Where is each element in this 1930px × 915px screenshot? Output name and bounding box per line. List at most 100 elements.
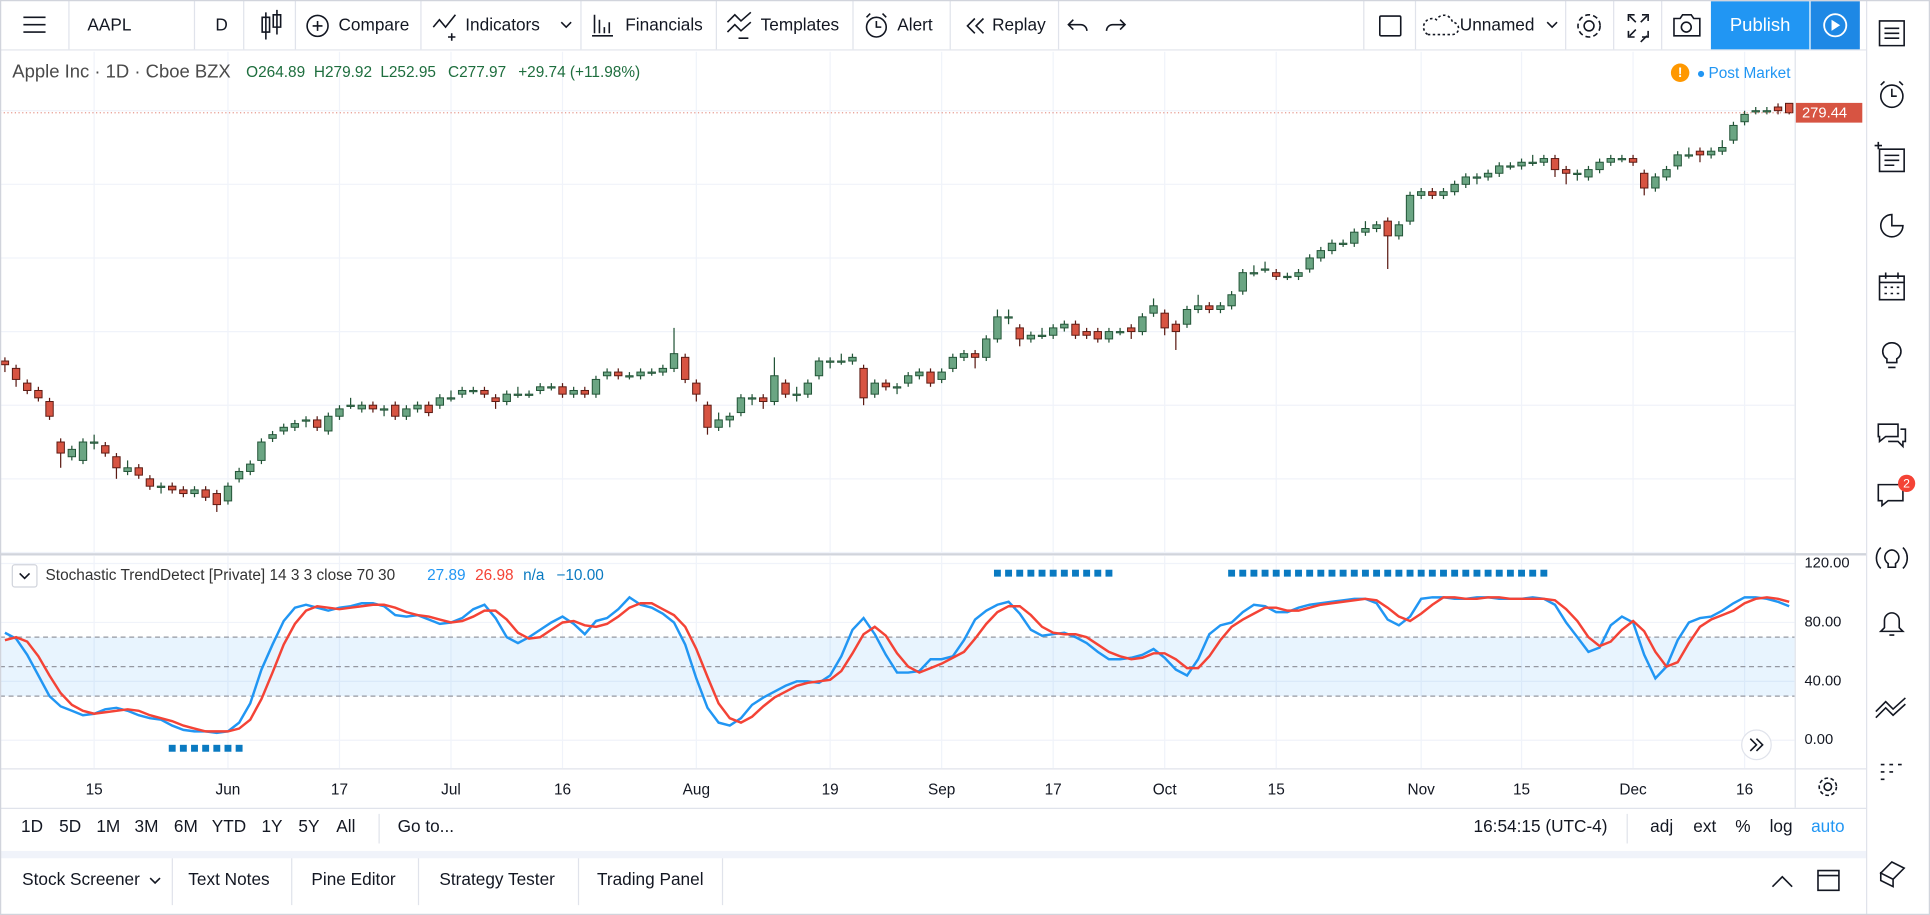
toolbar-item[interactable]: Replay — [992, 14, 1046, 34]
scale-option[interactable]: ext — [1693, 816, 1716, 836]
collapse-button[interactable] — [11, 564, 38, 588]
candle-body — [301, 419, 311, 422]
signal-marker — [1518, 569, 1525, 577]
candle-body — [1695, 150, 1705, 156]
signal-marker — [235, 744, 243, 752]
candle-body — [803, 382, 813, 395]
candle-body — [257, 441, 266, 461]
candle-body — [1316, 250, 1326, 259]
compare-icon[interactable] — [306, 14, 329, 38]
range-button[interactable]: 1Y — [261, 816, 283, 836]
trend-icon[interactable] — [1875, 697, 1906, 719]
menu-button[interactable] — [23, 16, 46, 33]
range-button[interactable]: 5Y — [298, 816, 320, 836]
chevron[interactable] — [149, 877, 161, 885]
range-button[interactable]: 1D — [21, 816, 43, 836]
ideas-icon[interactable] — [1881, 342, 1902, 369]
chevron — [19, 572, 31, 580]
snapshot-button[interactable] — [1673, 13, 1701, 37]
signal-marker — [1462, 569, 1470, 577]
x-tick-label: 17 — [1045, 782, 1062, 799]
templates-icon[interactable] — [726, 11, 752, 40]
warning-icon[interactable] — [1670, 63, 1690, 83]
tab[interactable]: Text Notes — [188, 869, 269, 889]
candle-body — [1606, 158, 1615, 163]
x-tick-label: Oct — [1153, 782, 1178, 799]
chevron[interactable] — [1546, 21, 1558, 29]
candle-body — [680, 356, 690, 380]
candle-body — [1416, 191, 1426, 196]
tab[interactable]: Strategy Tester — [439, 869, 555, 889]
candle-body — [212, 493, 221, 506]
toolbar-item[interactable]: Compare — [338, 14, 409, 34]
fullscreen-button[interactable] — [1627, 13, 1649, 43]
layout-name[interactable]: Unnamed — [1460, 14, 1535, 34]
candle-body — [190, 489, 199, 495]
range-button[interactable]: 5D — [59, 816, 81, 836]
indicators-icon[interactable] — [432, 14, 457, 41]
undo[interactable] — [1067, 19, 1088, 31]
replay-icon[interactable] — [966, 17, 985, 34]
candle-body — [513, 393, 523, 396]
toolbar-item[interactable]: Templates — [761, 14, 839, 34]
candle-body — [324, 415, 333, 432]
symbol[interactable]: AAPL — [87, 14, 131, 34]
chart-style-button[interactable] — [261, 9, 282, 40]
candle-body — [1428, 191, 1437, 196]
tools-icon[interactable] — [1880, 763, 1902, 781]
candle-body — [770, 375, 779, 403]
bell-icon[interactable] — [1878, 612, 1905, 636]
toolbar-item[interactable]: Alert — [897, 14, 933, 34]
candle-body — [89, 441, 99, 444]
candle-body — [346, 404, 355, 407]
warning-mark: ! — [1678, 65, 1683, 80]
alert-icon[interactable] — [865, 12, 888, 38]
signal-marker — [1005, 569, 1013, 577]
tab[interactable]: Pine Editor — [311, 869, 395, 889]
chevron[interactable] — [560, 21, 572, 29]
range-button[interactable]: YTD — [212, 816, 246, 836]
candle-body — [725, 415, 734, 421]
badge-count: 2 — [1903, 476, 1910, 490]
range-button[interactable]: 1M — [96, 816, 120, 836]
data-window-icon[interactable] — [1874, 141, 1905, 173]
scale-option[interactable]: % — [1735, 816, 1750, 836]
candle-body — [357, 404, 366, 410]
cloud-icon[interactable] — [1422, 14, 1460, 36]
alerts-icon[interactable] — [1879, 80, 1904, 109]
range-button[interactable]: 3M — [135, 816, 159, 836]
toolbar-item[interactable]: Financials — [625, 14, 703, 34]
scale-option[interactable]: adj — [1650, 816, 1673, 836]
scale-option[interactable]: log — [1770, 816, 1793, 836]
publish-label[interactable]: Publish — [1730, 14, 1791, 35]
range-button[interactable]: All — [336, 816, 355, 836]
scale-option[interactable]: auto — [1811, 816, 1845, 836]
settings-button[interactable] — [1577, 13, 1601, 38]
tab[interactable]: Stock Screener — [22, 869, 140, 889]
range-button[interactable]: 6M — [174, 816, 198, 836]
streams-icon[interactable] — [1875, 546, 1909, 570]
goto[interactable]: Go to... — [398, 816, 454, 836]
candle-body — [1193, 305, 1203, 310]
tab[interactable]: Trading Panel — [597, 869, 704, 889]
watchlist-icon[interactable] — [1878, 20, 1905, 47]
hotlist-icon[interactable] — [1880, 213, 1904, 238]
candle-body — [45, 401, 54, 417]
candle-body — [1528, 161, 1537, 164]
axis-settings[interactable] — [1818, 777, 1838, 797]
candle-body — [926, 371, 935, 384]
maximize-panel[interactable] — [1817, 869, 1840, 892]
publish-button[interactable] — [1710, 1, 1810, 50]
help-icon[interactable] — [1879, 860, 1906, 888]
toolbar-item[interactable]: Indicators — [465, 14, 540, 34]
collapse-panel[interactable] — [1771, 875, 1793, 888]
post-market[interactable]: Post Market — [1708, 65, 1791, 82]
redo[interactable] — [1105, 19, 1127, 31]
candle-body — [112, 456, 121, 469]
chats-icon[interactable] — [1877, 423, 1907, 449]
layout-button[interactable] — [1379, 15, 1402, 37]
interval[interactable]: D — [215, 14, 227, 34]
status-dot — [1697, 70, 1705, 78]
calendar-icon[interactable] — [1878, 272, 1905, 301]
financials-icon[interactable] — [592, 14, 613, 37]
